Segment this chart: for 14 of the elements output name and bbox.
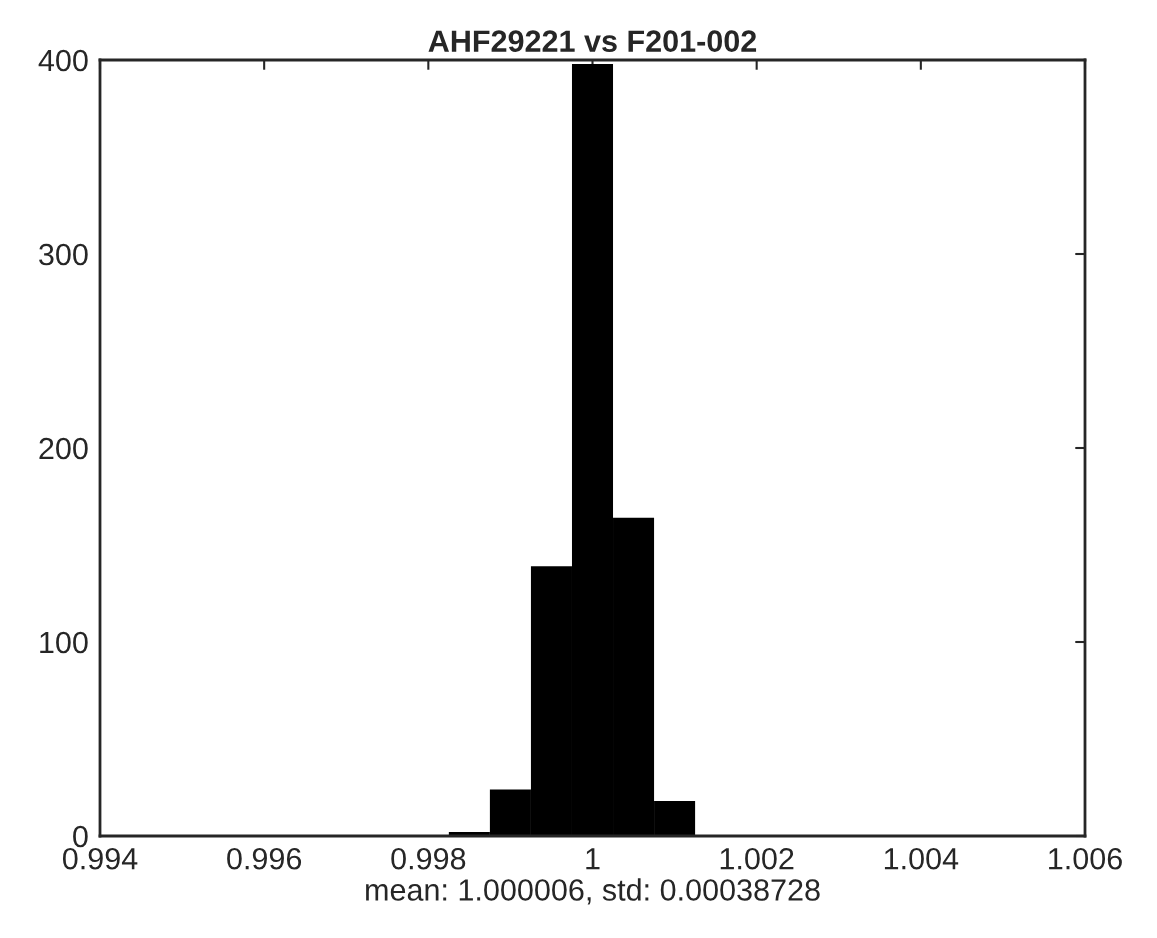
x-tick-label: 0.996 (227, 847, 302, 870)
x-tick-label: 1.004 (884, 847, 959, 870)
y-tick-label: 0 (73, 825, 88, 848)
y-tick-label: 300 (39, 243, 88, 266)
x-tick-label: 1.002 (720, 847, 794, 870)
y-tick-label: 100 (40, 631, 88, 654)
y-tick-label: 200 (39, 437, 88, 460)
x-tick-label: 1 (586, 848, 600, 870)
y-tick-label: 400 (38, 49, 88, 72)
x-tick-label: 0.998 (391, 847, 466, 870)
x-tick-label: 0.994 (62, 847, 138, 870)
chart-title: AHF29221 vs F201-002 (428, 30, 757, 52)
x-tick-label: 1.006 (1049, 847, 1122, 870)
x-axis-title: mean: 1.000006, std: 0.00038728 (366, 878, 820, 905)
